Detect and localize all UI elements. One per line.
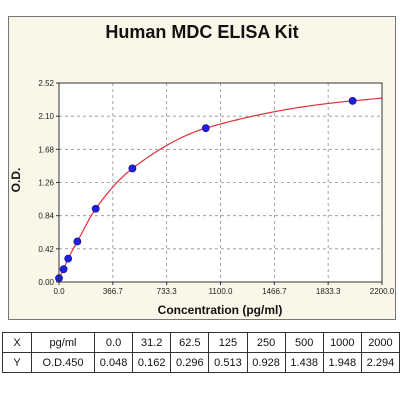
fit-curve — [58, 97, 383, 279]
x-tick-label: 1466.7 — [262, 287, 287, 296]
table-row: Y O.D.450 0.048 0.162 0.296 0.513 0.928 1.438 1.… — [2, 352, 401, 373]
x-tick-label: 366.7 — [103, 287, 124, 296]
data-point — [73, 237, 82, 246]
table-cell: 500 — [284, 332, 324, 353]
data-point — [91, 204, 100, 213]
x-tick-label: 2200.0 — [370, 287, 395, 296]
table-cell: 250 — [246, 332, 286, 353]
plot-area — [59, 83, 382, 282]
table-cell: 125 — [208, 332, 248, 353]
x-tick-label: 733.3 — [157, 287, 178, 296]
data-point — [64, 254, 73, 263]
x-axis-label: Concentration (pg/ml) — [158, 303, 283, 317]
table-cell: 0.162 — [132, 352, 172, 373]
y-tick-label: 1.68 — [38, 145, 54, 154]
x-tick-labels: 0.0 366.7 733.3 1100.0 1466.7 1833.3 2200.0 — [53, 287, 394, 296]
table-cell: 2.294 — [360, 352, 401, 373]
y-tick-labels: 0.00 0.42 0.84 1.26 1.68 2.10 2.52 — [38, 79, 54, 287]
y-tick-label: 0.84 — [38, 212, 54, 221]
table-cell: 0.0 — [93, 332, 134, 353]
table-cell: 1000 — [322, 332, 362, 353]
x-tick-label: 1833.3 — [316, 287, 341, 296]
table-cell: 62.5 — [170, 332, 210, 353]
table-cell: 1.948 — [322, 352, 362, 373]
row-label: Y — [2, 352, 32, 373]
y-tick-label: 1.26 — [38, 179, 54, 188]
data-point — [201, 124, 210, 133]
y-tick-label: 0.00 — [38, 278, 54, 287]
table-cell: 0.513 — [208, 352, 248, 373]
axes-layer — [56, 82, 383, 285]
table-cell: 31.2 — [132, 332, 172, 353]
data-point — [128, 164, 137, 173]
y-tick-label: 0.42 — [38, 245, 54, 254]
x-tick-label: 0.0 — [53, 287, 65, 296]
y-axis-label: O.D. — [9, 168, 23, 193]
plot-border — [58, 82, 383, 283]
table-cell: 0.048 — [93, 352, 134, 373]
row-unit: O.D.450 — [31, 352, 95, 373]
chart-title: Human MDC ELISA Kit — [105, 22, 299, 42]
data-point — [59, 265, 68, 274]
table-cell: 0.928 — [246, 352, 286, 373]
table-cell: 2000 — [360, 332, 401, 353]
row-label: X — [2, 332, 32, 353]
row-unit: pg/ml — [31, 332, 95, 353]
table-cell: 0.296 — [170, 352, 210, 373]
y-tick-label: 2.10 — [38, 112, 54, 121]
table-cell: 1.438 — [284, 352, 324, 373]
x-tick-label: 1100.0 — [209, 287, 233, 296]
y-tick-label: 2.52 — [38, 79, 54, 88]
data-point — [348, 96, 357, 105]
